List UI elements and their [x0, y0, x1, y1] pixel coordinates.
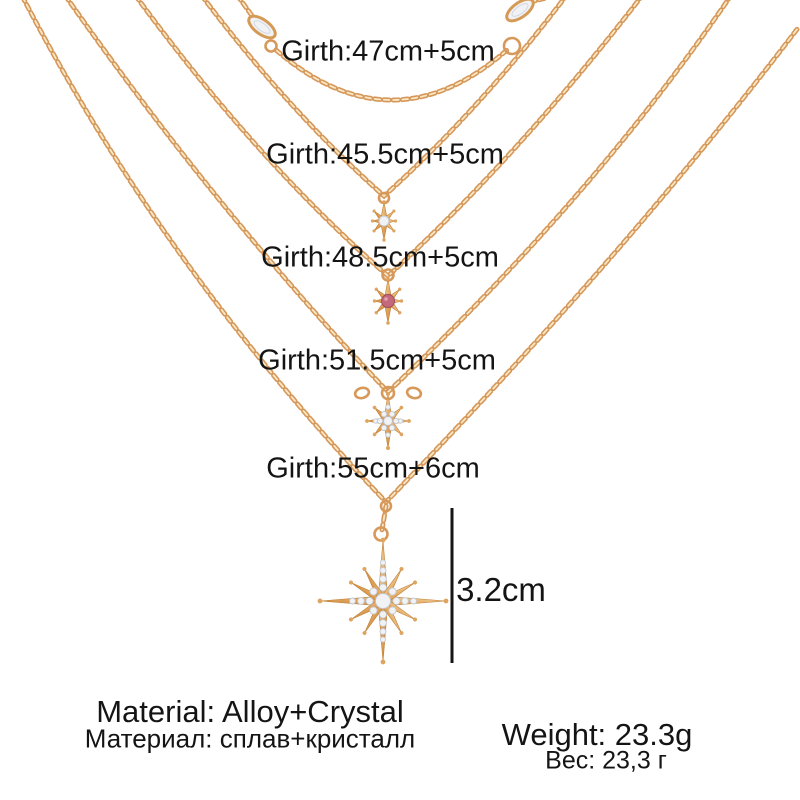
material-label-ru: Материал: сплав+кристалл — [84, 723, 416, 754]
star-pendant-pink — [372, 268, 404, 325]
girth-label-layer4: Girth:51.5cm+5cm — [258, 344, 496, 377]
star-pendant-small — [370, 191, 398, 242]
star-pendant-large — [317, 537, 449, 665]
pink-crystal — [381, 294, 395, 308]
girth-label-layer3: Girth:48.5cm+5cm — [261, 241, 499, 274]
marquise-crystal-right — [505, 0, 535, 23]
girth-label-layer2: Girth:45.5cm+5cm — [266, 138, 504, 171]
weight-label-en: Weight: 23.3g — [501, 717, 693, 752]
center-crystal — [375, 593, 391, 609]
jump-ring-left — [264, 39, 278, 53]
marquise-crystal-left — [247, 14, 277, 40]
star-pendant-paved — [353, 385, 423, 450]
girth-label-layer5: Girth:55cm+6cm — [266, 452, 480, 485]
weight-label-ru: Вес: 23,3 г — [545, 746, 667, 775]
girth-label-layer1: Girth:47cm+5cm — [281, 35, 495, 68]
material-label-en: Material: Alloy+Crystal — [96, 694, 404, 729]
jump-ring-right — [502, 36, 522, 56]
pendant-size-label: 3.2cm — [456, 571, 546, 608]
